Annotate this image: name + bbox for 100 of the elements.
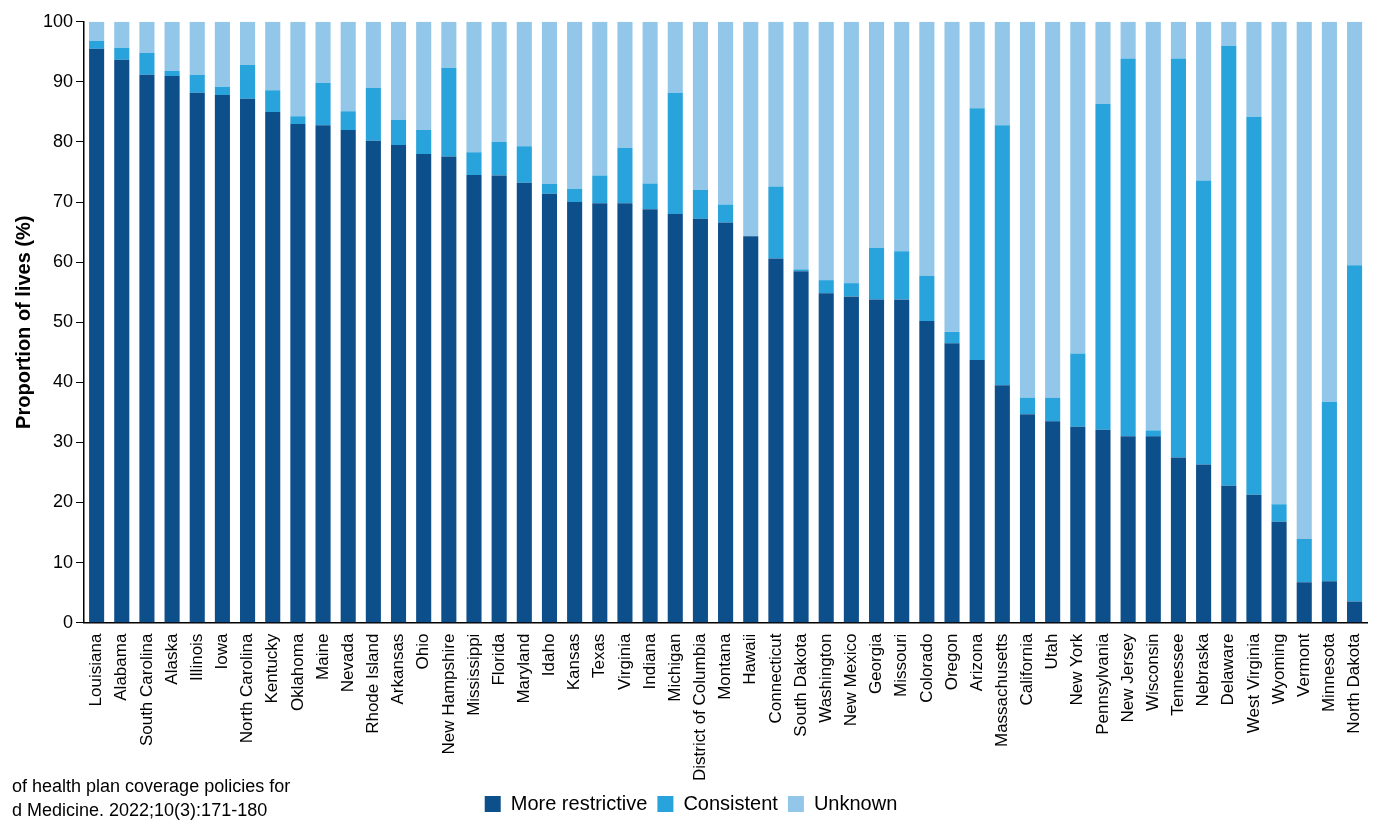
bar (441, 21, 457, 69)
y-tick-label: 90 (53, 70, 74, 91)
bar (617, 147, 633, 204)
bar (768, 21, 784, 187)
legend-label: Unknown (813, 791, 898, 814)
bar (89, 48, 105, 623)
bar (1045, 397, 1061, 422)
x-tick-label: Missouri (891, 633, 911, 697)
y-tick-label: 30 (53, 431, 74, 452)
bar (1120, 58, 1136, 437)
bar (416, 21, 432, 130)
x-tick-label: Iowa (212, 633, 232, 670)
bar (818, 21, 834, 281)
bar (1145, 436, 1161, 623)
bar (265, 90, 281, 112)
bar (139, 74, 155, 623)
bar (1019, 21, 1036, 398)
bar (718, 222, 734, 623)
bar (265, 111, 281, 623)
bar (919, 21, 935, 276)
bar (768, 186, 784, 259)
bar (89, 41, 105, 49)
bar (1321, 402, 1337, 582)
bar (1196, 464, 1212, 623)
bar (894, 299, 910, 623)
bar (1120, 21, 1136, 59)
bar (240, 21, 256, 66)
bar (1170, 457, 1186, 623)
bar (315, 125, 331, 623)
x-tick-label: Maine (312, 633, 332, 680)
bar (994, 385, 1010, 623)
x-tick-label: Nevada (337, 633, 357, 693)
text: of health plan coverage policies for (12, 776, 291, 796)
bar (189, 92, 205, 623)
bar (365, 21, 381, 88)
y-tick-label: 40 (53, 371, 74, 392)
bar (718, 204, 734, 223)
x-tick-label: North Carolina (237, 633, 257, 744)
x-tick-label: Alabama (111, 633, 131, 701)
bar (1321, 581, 1337, 623)
bar (793, 21, 809, 270)
x-tick-label: Wisconsin (1142, 633, 1162, 712)
y-tick-label: 10 (53, 551, 74, 572)
bar (516, 146, 532, 183)
bar (1246, 494, 1262, 623)
y-axis-title: Proportion of lives (%) (11, 215, 34, 429)
bar (265, 21, 281, 91)
bar (340, 111, 356, 130)
x-tick-label: Kansas (564, 633, 584, 691)
bar (290, 123, 306, 623)
bar (1145, 21, 1161, 431)
bar (541, 193, 558, 623)
y-tick-label: 70 (53, 191, 74, 212)
x-tick-label: Oklahoma (287, 633, 307, 712)
bar (969, 108, 985, 361)
x-tick-label: Illinois (186, 633, 206, 681)
y-tick-label: 100 (42, 10, 74, 31)
x-tick-label: Connecticut (765, 633, 785, 724)
bar (567, 188, 583, 203)
bar (994, 21, 1010, 126)
bar (843, 283, 859, 297)
bar (240, 65, 256, 99)
bar (516, 182, 532, 623)
bar (390, 144, 407, 623)
bar (894, 21, 910, 252)
x-tick-label: Virginia (614, 633, 634, 691)
bar (164, 75, 180, 623)
bar (667, 21, 683, 93)
bar (1321, 21, 1337, 403)
bar (139, 53, 155, 75)
y-tick-label: 0 (63, 611, 74, 632)
legend-label: More restrictive (510, 791, 648, 814)
bar (1120, 436, 1136, 623)
x-tick-label: California (1017, 633, 1037, 706)
bar (592, 175, 608, 204)
bar (491, 141, 507, 176)
bar (592, 21, 608, 176)
bar (768, 258, 784, 623)
bar (466, 21, 482, 153)
x-tick-label: New Mexico (841, 633, 861, 727)
bar (567, 21, 583, 189)
bar (1070, 21, 1086, 354)
x-tick-label: Michigan (664, 633, 684, 702)
x-tick-label: Louisiana (86, 633, 106, 707)
bar (1095, 429, 1111, 623)
bar (1246, 21, 1262, 117)
x-tick-label: Florida (488, 633, 508, 686)
bar (466, 152, 482, 176)
bar (567, 202, 583, 623)
bar (290, 116, 306, 124)
x-tick-label: Idaho (539, 633, 559, 677)
x-tick-label: Georgia (866, 633, 886, 695)
bar (919, 321, 935, 623)
x-tick-label: Utah (1042, 633, 1062, 670)
bar (491, 21, 507, 142)
bar (164, 71, 180, 76)
bar (1095, 21, 1111, 105)
bar (894, 251, 910, 300)
bar (290, 21, 306, 117)
x-tick-label: Pennsylvania (1092, 633, 1112, 735)
